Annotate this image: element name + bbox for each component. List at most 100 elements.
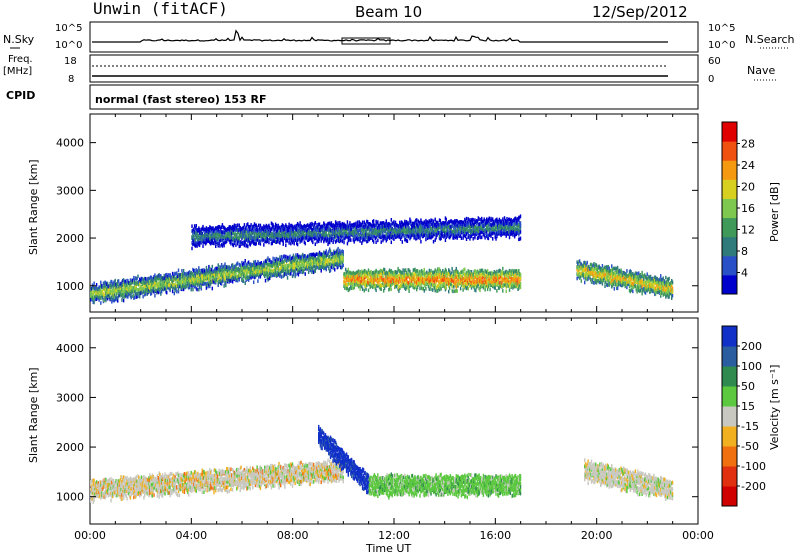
echo-cell: [299, 225, 301, 229]
echo-cell: [449, 282, 452, 286]
echo-cell: [145, 280, 148, 284]
echo-cell: [134, 276, 137, 280]
echo-cell: [474, 272, 476, 276]
echo-cell: [464, 275, 467, 279]
echo-cell: [292, 238, 295, 243]
echo-cell: [113, 298, 116, 303]
echo-cell: [274, 257, 276, 261]
echo-cell: [504, 270, 507, 274]
echo-cell: [304, 265, 306, 270]
echo-cell: [350, 281, 352, 286]
echo-cell: [199, 233, 202, 238]
echo-cell: [309, 233, 312, 238]
echo-cell: [410, 235, 412, 240]
echo-cell: [379, 231, 382, 235]
echo-cell: [410, 282, 413, 286]
echo-cell: [497, 280, 500, 284]
echo-cell: [296, 258, 299, 263]
echo-cell: [303, 234, 306, 239]
echo-cell: [340, 226, 342, 230]
echo-cell: [347, 232, 350, 236]
echo-cell: [499, 272, 502, 276]
echo-cell: [334, 250, 337, 255]
echo-cell: [100, 292, 102, 296]
echo-cell: [405, 287, 407, 291]
echo-cell: [513, 284, 515, 288]
echo-cell: [489, 280, 491, 284]
echo-cell: [376, 221, 378, 226]
echo-cell: [510, 283, 512, 288]
echo-cell: [428, 281, 431, 285]
echo-cell: [214, 238, 216, 243]
echo-cell: [329, 237, 331, 241]
echo-cell: [442, 268, 444, 273]
echo-cell: [291, 235, 294, 239]
echo-cell: [420, 233, 422, 238]
echo-cell: [274, 235, 277, 239]
echo-cell: [97, 287, 100, 291]
echo-cell: [446, 279, 448, 283]
echo-cell: [425, 218, 427, 223]
echo-cell: [291, 230, 293, 235]
echo-cell: [329, 249, 332, 253]
echo-cell: [181, 276, 183, 280]
echo-cell: [377, 280, 379, 285]
echo-cell: [204, 232, 207, 237]
echo-cell: [314, 258, 317, 262]
echo-cell: [181, 269, 183, 273]
echo-cell: [411, 272, 414, 276]
echo-cell: [335, 226, 338, 230]
echo-cell: [311, 265, 313, 270]
echo-cell: [184, 285, 187, 290]
echo-cell: [157, 287, 160, 292]
echo-cell: [91, 286, 94, 290]
echo-cell: [393, 228, 395, 232]
echo-cell: [349, 238, 351, 242]
echo-cell: [392, 270, 394, 275]
echo-cell: [239, 273, 241, 278]
echo-cell: [103, 284, 105, 288]
echo-cell: [328, 231, 330, 236]
echo-cell: [517, 284, 519, 288]
echo-cell: [222, 265, 225, 269]
echo-cell: [400, 235, 403, 239]
echo-cell: [226, 265, 228, 269]
echo-cell: [454, 229, 457, 234]
echo-cell: [411, 225, 414, 230]
echo-cell: [240, 273, 242, 277]
echo-cell: [374, 223, 377, 228]
echo-cell: [307, 267, 309, 271]
echo-cell: [426, 277, 428, 282]
echo-cell: [360, 225, 362, 229]
echo-cell: [496, 289, 498, 293]
echo-cell: [197, 275, 199, 280]
echo-cell: [385, 232, 388, 237]
echo-cell: [325, 232, 328, 237]
echo-cell: [429, 284, 431, 289]
echo-cell: [438, 281, 441, 285]
echo-cell: [109, 297, 111, 302]
echo-cell: [329, 223, 332, 227]
echo-cell: [514, 278, 517, 282]
echo-cell: [263, 243, 265, 247]
echo-cell: [212, 226, 214, 230]
echo-cell: [305, 236, 307, 241]
echo-cell: [420, 239, 422, 244]
echo-cell: [453, 233, 455, 238]
echo-cell: [336, 254, 339, 258]
echo-cell: [432, 270, 434, 275]
echo-cell: [331, 236, 333, 241]
echo-cell: [290, 223, 292, 228]
echo-cell: [106, 285, 109, 289]
echo-cell: [399, 230, 402, 234]
echo-cell: [207, 229, 209, 233]
echo-cell: [335, 221, 338, 226]
echo-cell: [442, 224, 444, 229]
echo-cell: [92, 284, 94, 289]
echo-cell: [458, 227, 460, 232]
echo-cell: [308, 262, 311, 267]
echo-cell: [95, 294, 97, 299]
echo-cell: [508, 284, 510, 288]
echo-cell: [253, 269, 256, 273]
echo-cell: [492, 280, 494, 284]
